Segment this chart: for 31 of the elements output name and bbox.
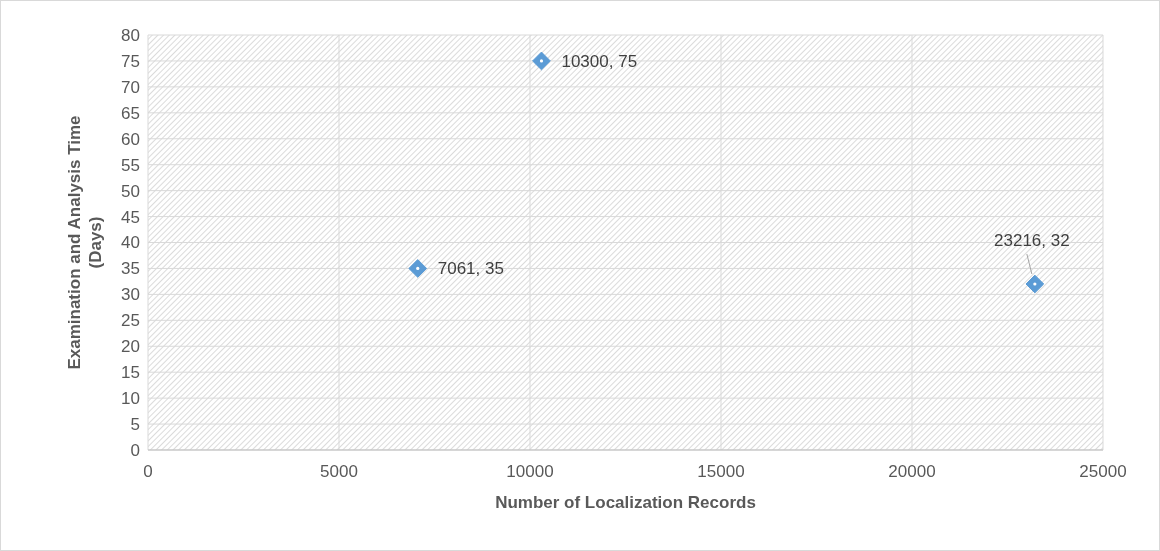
y-axis-title: Examination and Analysis Time (Days) <box>65 115 105 370</box>
point <box>408 259 428 278</box>
y-tick-label: 35 <box>121 259 140 279</box>
x-tick-label: 0 <box>143 462 153 481</box>
x-tick-label: 5000 <box>320 462 358 481</box>
y-tick-label: 10 <box>121 389 140 409</box>
y-tick-label: 75 <box>121 51 140 71</box>
y-tick-label: 5 <box>130 415 140 435</box>
x-tick-label: 20000 <box>888 462 936 481</box>
x-axis-title: Number of Localization Records <box>495 493 756 512</box>
y-tick-label: 70 <box>121 77 140 97</box>
y-tick-label: 80 <box>121 25 140 45</box>
y-tick-label: 15 <box>121 363 140 383</box>
y-tick-label: 45 <box>121 207 140 227</box>
y-tick-label: 55 <box>121 155 140 175</box>
y-tick-label: 60 <box>121 129 140 149</box>
y-tick-label: 25 <box>121 311 140 331</box>
x-tick-label: 10000 <box>506 462 554 481</box>
x-tick-label: 15000 <box>697 462 745 481</box>
y-tick-label: 40 <box>121 233 140 253</box>
data-label: 7061, 35 <box>437 259 504 279</box>
y-tick-label: 20 <box>121 337 140 357</box>
y-tick-label: 65 <box>121 103 140 123</box>
data-label: 23216, 32 <box>994 231 1070 250</box>
data-label: 10300, 75 <box>561 51 638 71</box>
point <box>1025 274 1045 294</box>
y-tick-label: 50 <box>121 181 140 201</box>
x-tick-label: 25000 <box>1079 462 1127 481</box>
y-tick-label: 0 <box>130 440 140 460</box>
y-tick-label: 30 <box>121 285 140 305</box>
point <box>532 51 551 71</box>
